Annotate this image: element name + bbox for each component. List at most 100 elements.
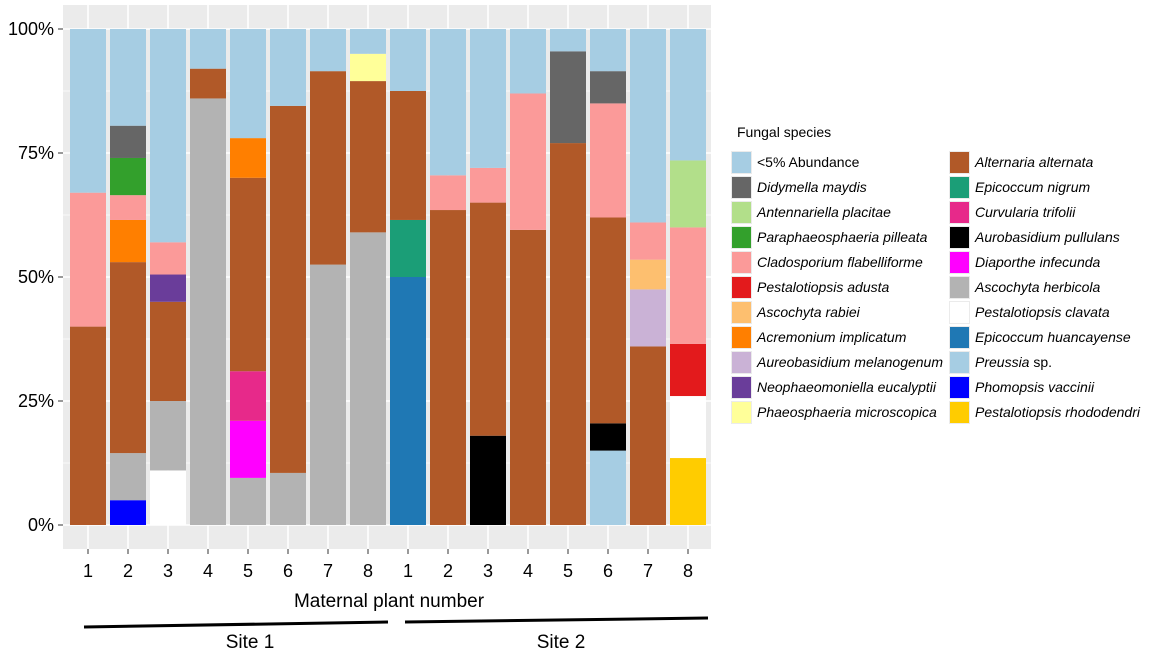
x-tick-label: 4 <box>523 561 533 581</box>
legend-swatch <box>950 377 969 398</box>
bar-segment-clado <box>630 222 666 260</box>
x-tick-label: 6 <box>283 561 293 581</box>
y-axis: 0% 25% 50% 75% 100% <box>8 19 63 535</box>
bar-site-1-plant-6 <box>270 29 306 525</box>
bar-segment-didy <box>590 71 626 104</box>
legend-item-aureo: Aureobasidium melanogenum <box>731 351 943 374</box>
legend-item-preus: Preussia sp. <box>949 351 1052 374</box>
legend-label: Epicoccum huancayense <box>975 329 1131 345</box>
bar-segment-diap <box>230 420 266 478</box>
legend-item-parap: Paraphaeosphaeria pilleata <box>731 226 928 249</box>
legend-item-ascrab: Ascochyta rabiei <box>731 301 861 324</box>
x-tick-label: 7 <box>323 561 333 581</box>
x-tick-label: 5 <box>563 561 573 581</box>
bar-segment-parap <box>110 157 146 196</box>
bar-segment-aschb <box>110 453 146 501</box>
y-tick-label: 75% <box>18 143 54 163</box>
legend-label: Aureobasidium melanogenum <box>756 354 943 370</box>
bar-segment-abund <box>590 29 626 72</box>
legend-item-phomo: Phomopsis vaccinii <box>949 376 1095 399</box>
bar-segment-aschb <box>310 264 346 525</box>
bar-site-1-plant-3 <box>150 29 186 525</box>
bar-segment-anten <box>670 160 706 228</box>
bar-segment-abund <box>70 29 106 193</box>
site-label: Site 1 <box>226 632 275 651</box>
legend-item-alter: Alternaria alternata <box>949 151 1094 174</box>
bar-site-2-plant-1 <box>390 29 426 525</box>
legend-label: Phaeosphaeria microscopica <box>757 404 937 420</box>
legend-label: Diaporthe infecunda <box>975 254 1101 270</box>
legend-label: Aurobasidium pullulans <box>974 229 1120 245</box>
bar-segment-clado <box>150 242 186 275</box>
legend-swatch <box>950 202 969 223</box>
legend-label: Acremonium implicatum <box>756 329 907 345</box>
x-tick-label: 1 <box>403 561 413 581</box>
legend-item-aschb: Ascochyta herbicola <box>949 276 1101 299</box>
legend-item-clado: Cladosporium flabelliforme <box>731 251 923 274</box>
bar-segment-didy <box>110 125 146 158</box>
bar-site-2-plant-8 <box>670 29 706 525</box>
x-axis-title: Maternal plant number <box>294 591 485 612</box>
bar-segment-neoph <box>150 274 186 302</box>
legend-item-anten: Antennariella placitae <box>731 201 891 224</box>
bar-segment-abund <box>390 29 426 91</box>
legend-label: Pestalotiopsis rhododendri <box>975 404 1141 420</box>
bar-segment-clado <box>110 195 146 220</box>
legend-label: Ascochyta rabiei <box>756 304 861 320</box>
bar-segment-abund <box>230 29 266 139</box>
legend-label: Cladosporium flabelliforme <box>757 254 923 270</box>
bar-segment-clado <box>430 175 466 211</box>
legend-label: Didymella maydis <box>757 179 867 195</box>
legend-label: Antennariella placitae <box>756 204 891 220</box>
legend-label: Paraphaeosphaeria pilleata <box>757 229 928 245</box>
legend-label: Curvularia trifolii <box>975 204 1076 220</box>
legend-swatch <box>732 252 751 273</box>
x-tick-label: 6 <box>603 561 613 581</box>
site-bracket-line <box>83 620 389 629</box>
bar-segment-abund <box>430 29 466 176</box>
bar-site-2-plant-6 <box>590 29 626 525</box>
bar-segment-abund <box>350 29 386 54</box>
bar-segment-pestad <box>670 343 706 397</box>
legend-swatch <box>732 352 751 373</box>
bar-segment-alter <box>70 326 106 525</box>
bar-segment-alter <box>110 262 146 454</box>
legend-swatch <box>950 177 969 198</box>
y-tick-label: 25% <box>18 391 54 411</box>
bar-site-1-plant-2 <box>110 29 146 525</box>
bar-segment-alter <box>270 105 306 473</box>
bar-segment-abund <box>110 29 146 126</box>
bar-segment-acrem <box>110 219 146 263</box>
bar-segment-alter <box>590 217 626 424</box>
bar-segment-alter <box>550 143 586 525</box>
bar-site-2-plant-4 <box>510 29 546 525</box>
bar-segment-aschb <box>270 472 306 525</box>
bar-segment-pestrh <box>670 458 706 525</box>
legend-label: Neophaeomoniella eucalyptii <box>757 379 937 395</box>
bar-segment-abund <box>510 29 546 94</box>
legend-swatch <box>950 152 969 173</box>
legend-swatch <box>732 227 751 248</box>
x-tick-label: 2 <box>123 561 133 581</box>
legend-swatch <box>732 177 751 198</box>
legend-swatch <box>732 377 751 398</box>
legend-swatch <box>950 352 969 373</box>
legend-item-epihu: Epicoccum huancayense <box>949 326 1131 349</box>
x-tick-label: 8 <box>363 561 373 581</box>
legend-label: Ascochyta herbicola <box>974 279 1101 295</box>
bar-site-1-plant-1 <box>70 29 106 525</box>
bar-segment-abund <box>190 29 226 69</box>
legend-item-neoph: Neophaeomoniella eucalyptii <box>731 376 937 399</box>
bar-segment-aurpul <box>590 423 626 451</box>
y-tick-label: 0% <box>28 515 54 535</box>
legend-label: Alternaria alternata <box>974 154 1094 170</box>
legend-swatch <box>950 227 969 248</box>
legend-label: Pestalotiopsis adusta <box>757 279 890 295</box>
y-tick-label: 50% <box>18 267 54 287</box>
bars <box>70 29 706 526</box>
bar-segment-alter <box>230 177 266 372</box>
legend-swatch <box>732 202 751 223</box>
bar-segment-abund <box>670 29 706 161</box>
legend-item-pestad: Pestalotiopsis adusta <box>731 276 890 299</box>
